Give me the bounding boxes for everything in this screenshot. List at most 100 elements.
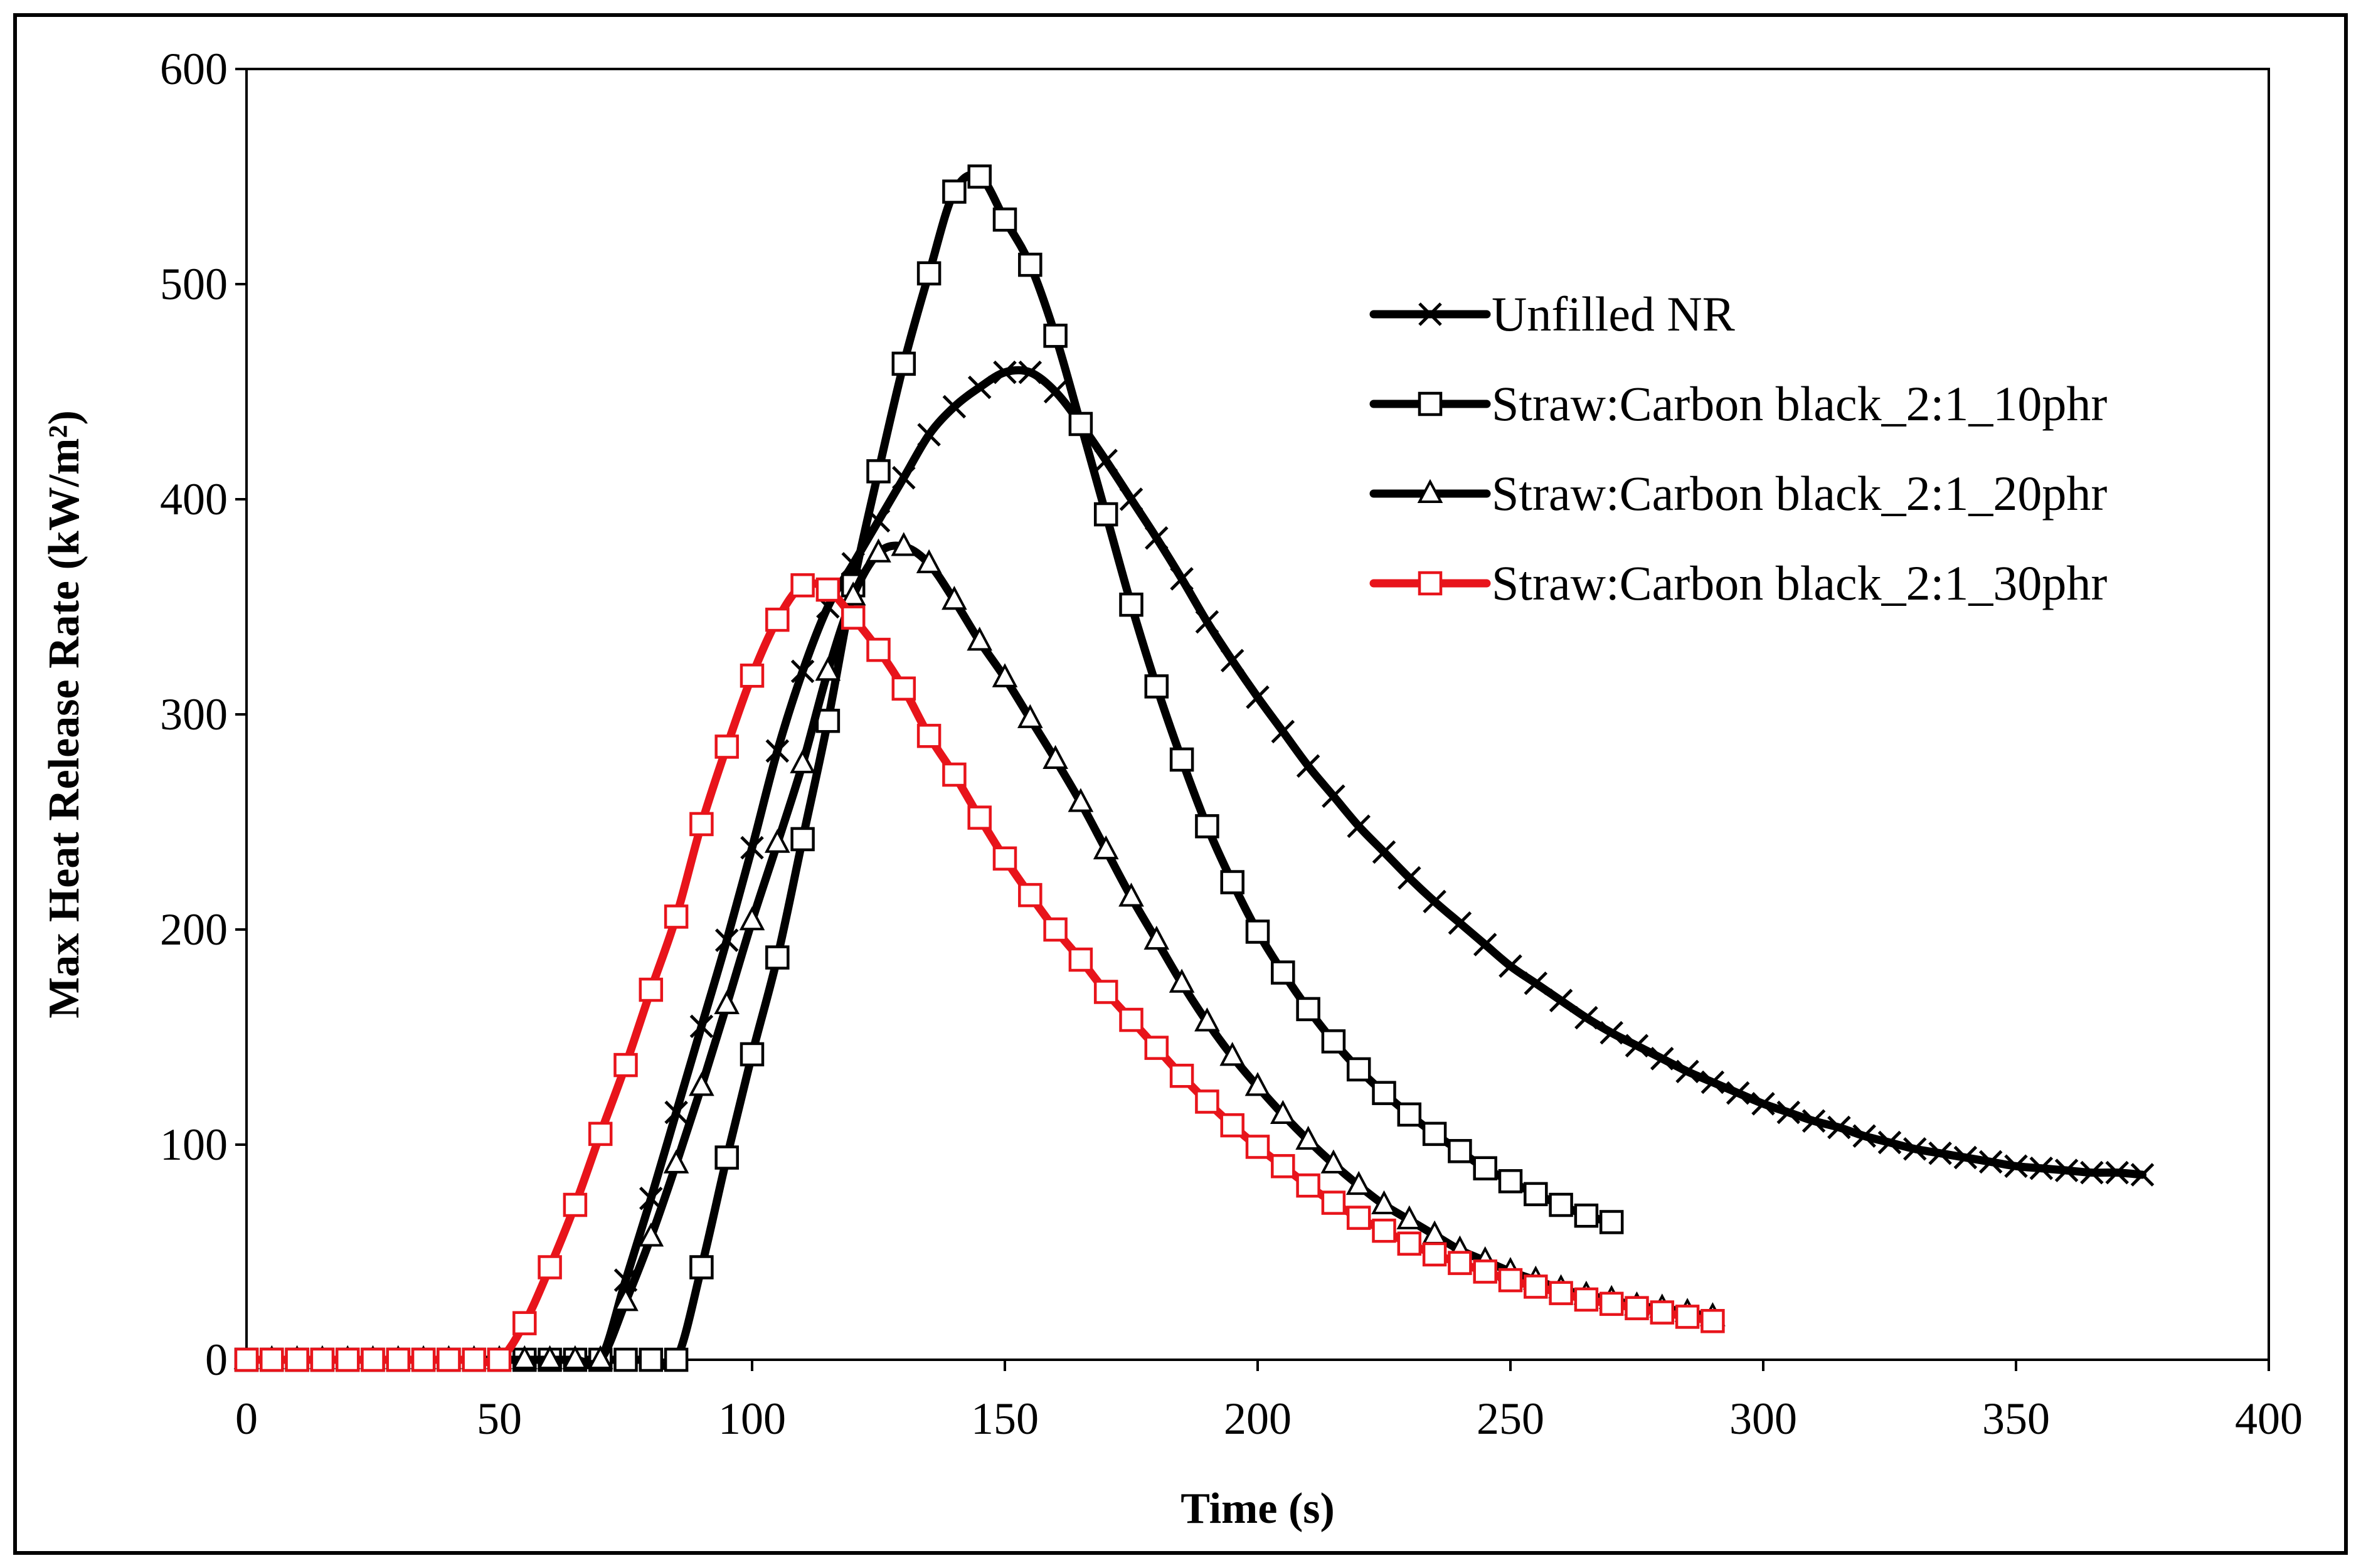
- data-point: [967, 164, 992, 189]
- data-point: [1599, 1291, 1624, 1316]
- legend-label: Straw:Carbon black_2:1_20phr: [1492, 466, 2107, 521]
- data-point: [1372, 1218, 1396, 1243]
- data-point: [917, 423, 941, 447]
- data-point: [1043, 744, 1068, 770]
- data-point: [1422, 1121, 1447, 1147]
- data-point: [512, 1311, 537, 1335]
- legend-item: Unfilled NR: [1369, 287, 1735, 341]
- x-tick-label: 150: [971, 1394, 1039, 1444]
- data-point: [1321, 1029, 1346, 1054]
- data-point: [1068, 411, 1093, 437]
- data-point: [1549, 1281, 1573, 1305]
- data-point: [1448, 1251, 1472, 1275]
- data-point: [1170, 567, 1194, 591]
- data-point: [1396, 1205, 1423, 1230]
- x-tick-label: 100: [718, 1394, 786, 1444]
- data-point: [1271, 960, 1295, 985]
- data-point: [260, 1347, 284, 1372]
- data-point: [891, 532, 917, 556]
- data-point: [1726, 1081, 1750, 1105]
- data-point: [639, 1347, 664, 1372]
- data-point: [1524, 1274, 1548, 1299]
- data-point: [765, 739, 790, 763]
- data-point: [1018, 360, 1043, 384]
- data-point: [1220, 870, 1244, 894]
- y-tick-label: 400: [160, 474, 228, 524]
- data-point: [866, 538, 891, 563]
- data-point: [942, 179, 967, 204]
- x-tick-label: 400: [2235, 1394, 2303, 1444]
- y-axis-title: Max Heat Release Rate (kW/m²): [40, 410, 88, 1019]
- x-axis-title: Time (s): [1180, 1485, 1335, 1533]
- data-point: [1827, 1115, 1851, 1140]
- data-point: [1448, 1139, 1472, 1163]
- data-point: [1498, 1169, 1523, 1194]
- x-tick-label: 0: [235, 1394, 258, 1444]
- data-point: [1398, 866, 1421, 890]
- data-point: [1852, 1124, 1876, 1148]
- data-point: [234, 1347, 259, 1372]
- axes: 0 100 200 300 400 500 600 0 50 100 150 200 250 300 350…: [160, 44, 2303, 1444]
- data-point: [386, 1347, 411, 1372]
- legend-item: Straw:Carbon black_2:1_30phr: [1369, 556, 2107, 610]
- data-point: [714, 1145, 739, 1170]
- data-point: [891, 676, 916, 701]
- data-point: [1549, 988, 1573, 1012]
- legend-label: Straw:Carbon black_2:1_10phr: [1492, 376, 2107, 431]
- x-tick-label: 350: [1982, 1394, 2050, 1444]
- data-point: [967, 375, 992, 400]
- data-point: [1700, 1309, 1725, 1333]
- data-point: [538, 1255, 562, 1279]
- data-point: [1169, 747, 1194, 772]
- data-point: [1119, 487, 1143, 511]
- data-point: [1093, 835, 1119, 860]
- data-point: [740, 1042, 765, 1067]
- data-point: [866, 459, 891, 484]
- data-point: [1245, 1135, 1270, 1159]
- data-point: [740, 835, 764, 860]
- data-point: [1068, 788, 1094, 812]
- data-point: [1422, 1242, 1447, 1267]
- data-point: [2054, 1158, 2079, 1182]
- data-point: [740, 664, 765, 688]
- legend-marker: [1418, 302, 1442, 326]
- data-point: [563, 1192, 588, 1217]
- data-point: [1700, 1070, 1725, 1094]
- data-point: [1244, 1072, 1271, 1096]
- data-point: [1574, 1005, 1598, 1030]
- data-point: [1903, 1137, 1927, 1161]
- data-point: [1978, 1150, 2003, 1174]
- data-point: [1118, 882, 1144, 907]
- data-point: [1498, 1268, 1523, 1293]
- data-point: [1144, 1036, 1169, 1060]
- legend-item: Straw:Carbon black_2:1_20phr: [1369, 466, 2107, 521]
- series-4: [234, 573, 1725, 1372]
- data-point: [1018, 252, 1043, 277]
- data-point: [942, 762, 967, 787]
- data-point: [916, 261, 942, 286]
- data-point: [1321, 1190, 1346, 1215]
- data-point: [664, 1347, 689, 1372]
- data-point: [1271, 719, 1295, 744]
- data-point: [1320, 1149, 1347, 1173]
- data-point: [437, 1347, 461, 1372]
- data-point: [1499, 954, 1522, 978]
- data-point: [1144, 674, 1169, 699]
- data-point: [613, 1347, 638, 1372]
- data-point: [1345, 1170, 1372, 1195]
- y-tick-label: 100: [160, 1120, 228, 1170]
- data-point: [1322, 784, 1345, 808]
- data-point: [1448, 911, 1472, 935]
- data-point: [411, 1347, 436, 1372]
- data-point: [1068, 947, 1093, 972]
- data-point: [967, 627, 993, 651]
- data-point: [1194, 1007, 1220, 1032]
- data-point: [1195, 610, 1219, 634]
- data-point: [1093, 502, 1118, 527]
- data-point: [1751, 1092, 1775, 1116]
- data-point: [2029, 1156, 2054, 1180]
- data-point: [1220, 649, 1244, 673]
- data-point: [1018, 882, 1043, 908]
- data-point: [2105, 1160, 2129, 1185]
- data-point: [1473, 1259, 1497, 1284]
